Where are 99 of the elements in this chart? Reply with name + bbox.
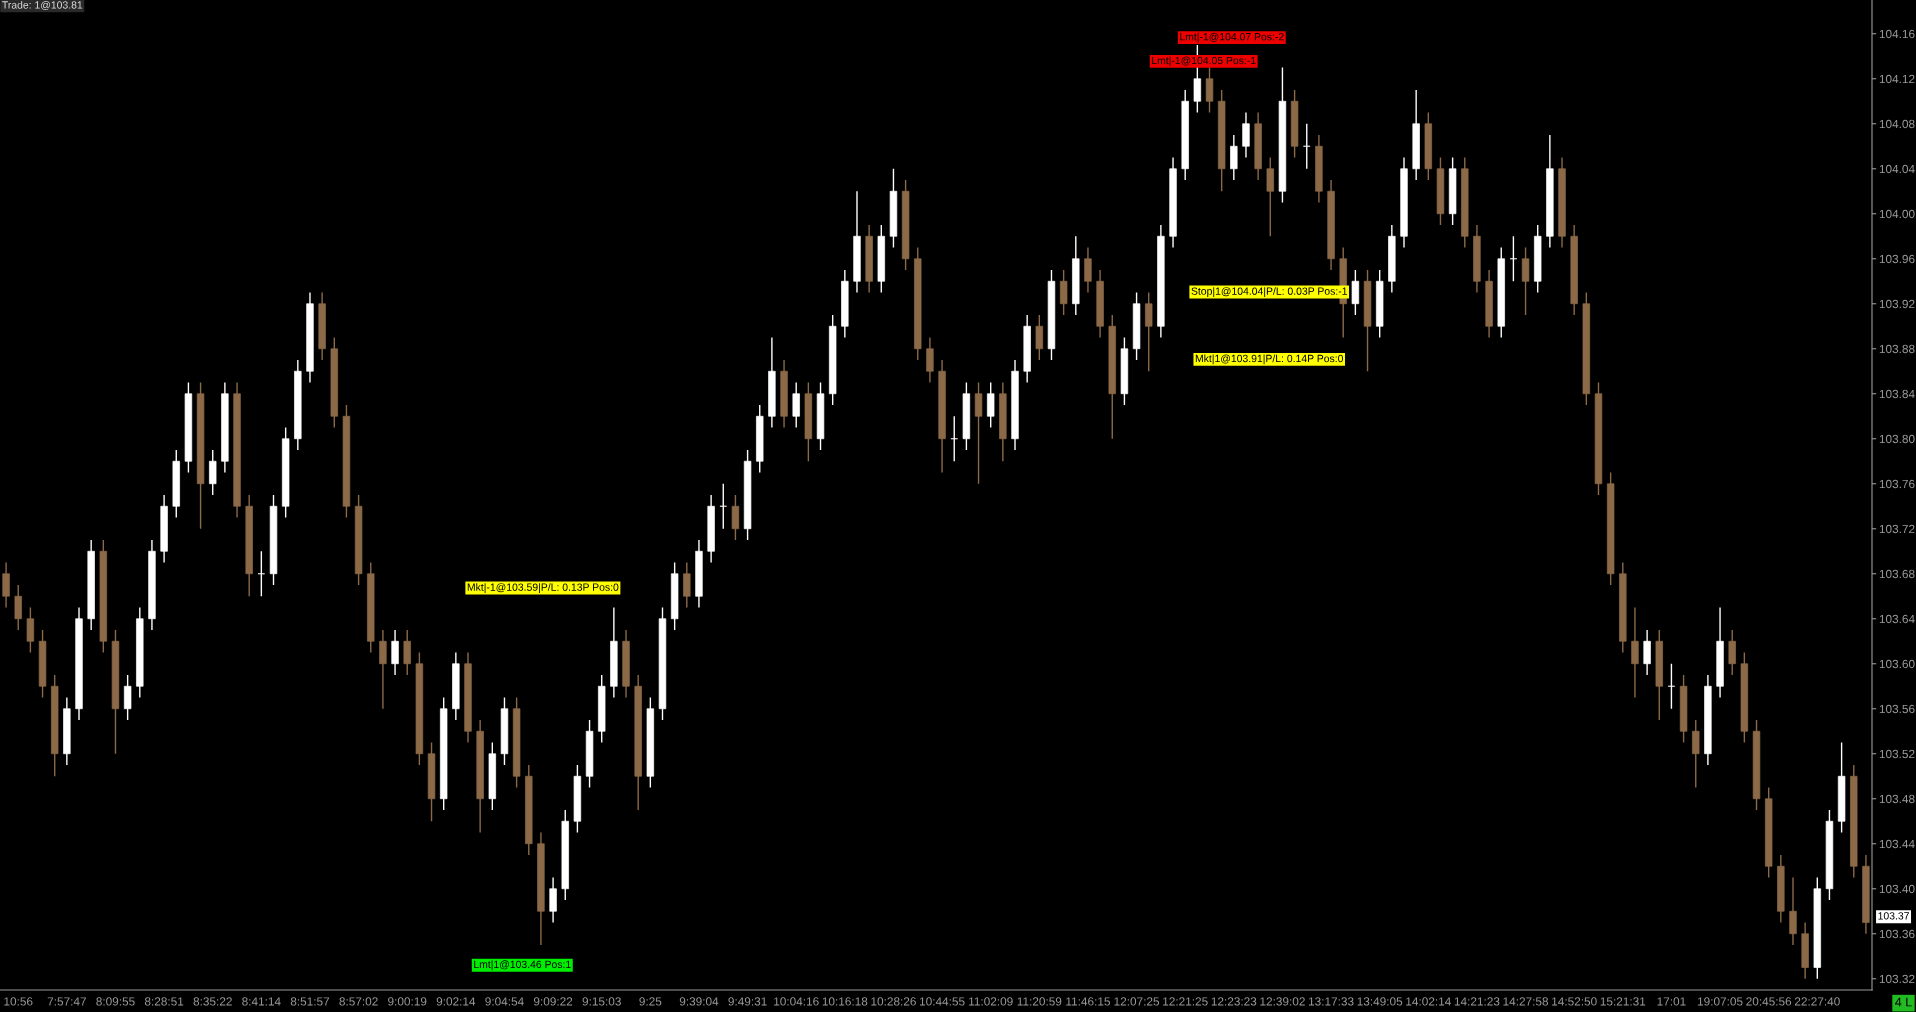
- x-tick-label: 9:25: [639, 997, 662, 1006]
- x-tick-label: 8:51:57: [290, 997, 330, 1006]
- y-tick-label: 103.84: [1879, 389, 1915, 399]
- x-tick-label: 9:00:19: [388, 997, 427, 1006]
- candlestick: [1351, 269, 1360, 316]
- candlestick: [1692, 719, 1700, 789]
- x-tick-label: 9:02:14: [436, 997, 476, 1006]
- x-tick-label: 14:27:58: [1503, 997, 1549, 1006]
- y-tick-label: 103.64: [1879, 614, 1915, 624]
- annotation: Lmt|-1@104.05 Pos:-1: [1152, 56, 1256, 67]
- x-tick-label: 9:49:31: [728, 997, 767, 1006]
- x-tick-label: 10:28:26: [871, 997, 916, 1006]
- x-tick-label: 8:28:51: [144, 997, 184, 1006]
- annotation: Mkt|1@103.91|P/L: 0.14P Pos:0: [1195, 354, 1344, 365]
- candlestick: [1631, 606, 1639, 699]
- candlestick: [391, 629, 399, 676]
- y-tick-label: 103.52: [1879, 749, 1915, 759]
- candlestick: [1728, 629, 1736, 676]
- candlestick: [2, 561, 10, 609]
- candlestick: [1059, 269, 1068, 316]
- candlestick: [1205, 66, 1214, 114]
- candlestick: [1521, 246, 1530, 316]
- y-tick-label: 103.32: [1879, 974, 1915, 984]
- y-tick-label: 104.12: [1879, 74, 1915, 84]
- candlestick: [549, 876, 557, 924]
- candlestick: [1035, 314, 1044, 361]
- candlestick: [403, 629, 411, 676]
- candlestick: [1230, 134, 1238, 181]
- x-tick-label: 14:52:50: [1552, 997, 1597, 1006]
- text: 103.37: [1878, 912, 1909, 920]
- x-tick-label: 22:27:40: [1794, 997, 1840, 1006]
- x-tick-label: 12:07:25: [1114, 997, 1160, 1006]
- candlestick: [926, 336, 934, 384]
- candlestick: [1789, 876, 1797, 946]
- x-tick-label: 11:20:59: [1017, 997, 1062, 1006]
- y-tick-label: 103.48: [1879, 794, 1915, 804]
- annotation: Stop|1@104.04|P/L: 0.03P Pos:-1: [1191, 287, 1347, 297]
- x-tick-label: 10:16:18: [822, 997, 868, 1006]
- x-tick-label: 20:45:56: [1746, 997, 1792, 1006]
- y-tick-label: 103.56: [1879, 704, 1915, 714]
- y-tick-label: 103.76: [1879, 479, 1915, 489]
- candlestick: [974, 381, 983, 485]
- candlestick: [792, 381, 800, 429]
- candlestick: [14, 584, 22, 631]
- x-tick-label: 8:41:14: [242, 997, 281, 1006]
- y-tick-label: 103.88: [1879, 344, 1915, 354]
- x-tick-label: 11:02:09: [969, 997, 1013, 1006]
- x-tick-label: 14:21:23: [1454, 997, 1500, 1006]
- candlestick: [1242, 111, 1250, 159]
- candlestick: [26, 606, 35, 654]
- candlestick: [209, 449, 217, 496]
- annotation: Trade: 1@103.81: [2, 0, 83, 10]
- x-tick-label: 8:35:22: [193, 997, 232, 1006]
- x-tick-label: 14:02:14: [1406, 997, 1451, 1006]
- x-tick-label: 7:57:47: [47, 997, 86, 1006]
- candlestick: [1145, 291, 1153, 372]
- y-tick-label: 103.44: [1879, 839, 1915, 849]
- x-tick-label: 9:04:54: [485, 997, 524, 1006]
- x-tick-label: 10:56: [4, 997, 33, 1006]
- y-tick-label: 103.92: [1879, 299, 1915, 309]
- y-tick-label: 103.72: [1879, 524, 1915, 534]
- x-tick-label: 17:01: [1657, 997, 1686, 1006]
- x-tick-label: 10:44:55: [920, 997, 965, 1006]
- x-tick-label: 13:17:33: [1308, 997, 1354, 1006]
- x-tick-label: 8:09:55: [96, 997, 135, 1006]
- x-tick-label: 9:39:04: [679, 997, 719, 1006]
- annotation: Mkt|-1@103.59|P/L: 0.13P Pos:0: [467, 583, 619, 593]
- x-tick-label: 13:49:05: [1357, 997, 1403, 1006]
- x-tick-label: 9:09:22: [533, 997, 573, 1006]
- candlestick: [1084, 246, 1092, 294]
- x-tick-label: 9:15:03: [582, 997, 621, 1006]
- y-tick-label: 103.68: [1879, 569, 1915, 579]
- x-tick-label: 10:04:16: [774, 997, 819, 1006]
- candlestick: [379, 629, 387, 710]
- y-tick-label: 104.04: [1879, 164, 1915, 174]
- x-tick-label: 8:57:02: [339, 997, 378, 1006]
- y-tick-label: 104.16: [1879, 29, 1915, 39]
- candlestick: [731, 494, 740, 541]
- x-tick-label: 11:46:15: [1066, 997, 1110, 1006]
- y-tick-label: 103.80: [1879, 434, 1915, 444]
- x-tick-label: 19:07:05: [1697, 997, 1743, 1006]
- y-tick-label: 104.08: [1879, 119, 1915, 129]
- text: 4 L: [1895, 997, 1912, 1007]
- y-tick-label: 104.00: [1879, 209, 1915, 219]
- x-tick-label: 12:23:23: [1211, 997, 1257, 1006]
- x-tick-label: 12:21:25: [1163, 997, 1208, 1006]
- y-tick-label: 103.40: [1879, 884, 1915, 894]
- x-tick-label: 12:39:02: [1260, 997, 1305, 1006]
- annotation: Lmt|1@103.46 Pos:1: [474, 960, 571, 971]
- y-tick-label: 103.36: [1879, 929, 1915, 939]
- candlestick: [987, 381, 995, 429]
- annotation: Lmt|-1@104.07 Pos:-2: [1180, 32, 1284, 43]
- candlestick: [1643, 629, 1651, 676]
- y-tick-label: 103.96: [1879, 254, 1915, 264]
- candlestick: [683, 561, 691, 609]
- candlestick: [123, 674, 132, 721]
- x-tick-label: 15:21:31: [1600, 997, 1646, 1006]
- y-tick-label: 103.60: [1879, 659, 1915, 669]
- candlestick: [1266, 156, 1274, 237]
